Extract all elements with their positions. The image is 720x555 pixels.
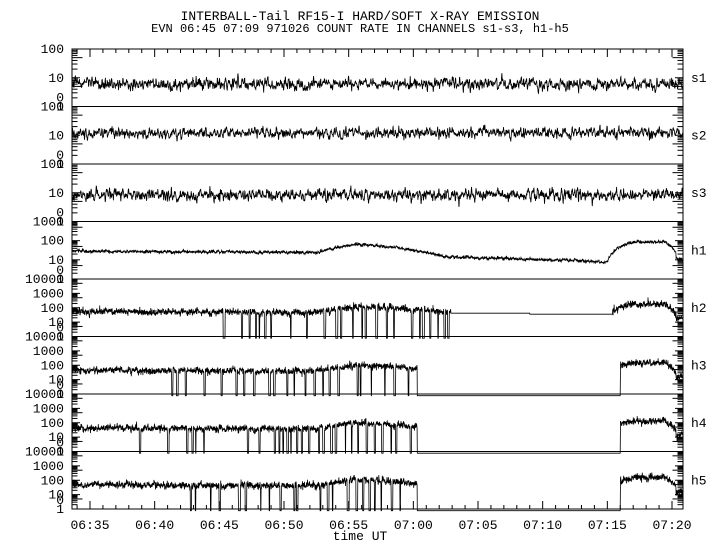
svg-text:h1: h1 — [691, 243, 707, 258]
svg-text:100: 100 — [41, 100, 64, 115]
svg-text:10000: 10000 — [25, 330, 64, 345]
svg-text:1000: 1000 — [33, 286, 64, 301]
svg-text:h5: h5 — [691, 473, 707, 488]
svg-text:10000: 10000 — [25, 387, 64, 402]
svg-text:10000: 10000 — [25, 272, 64, 287]
svg-text:s1: s1 — [691, 71, 707, 86]
svg-text:10: 10 — [48, 186, 64, 201]
svg-text:s2: s2 — [691, 128, 707, 143]
svg-text:100: 100 — [41, 157, 64, 172]
svg-text:100: 100 — [41, 301, 64, 316]
svg-text:h2: h2 — [691, 301, 707, 316]
svg-text:1000: 1000 — [33, 401, 64, 416]
svg-text:s3: s3 — [691, 186, 707, 201]
svg-text:h3: h3 — [691, 358, 707, 373]
svg-text:10: 10 — [48, 128, 64, 143]
svg-text:10000: 10000 — [25, 445, 64, 460]
svg-text:100: 100 — [41, 234, 64, 249]
svg-text:100: 100 — [41, 416, 64, 431]
svg-text:100: 100 — [41, 358, 64, 373]
svg-text:1000: 1000 — [33, 344, 64, 359]
svg-text:1000: 1000 — [33, 459, 64, 474]
svg-text:100: 100 — [41, 42, 64, 57]
svg-text:h4: h4 — [691, 416, 707, 431]
svg-text:10: 10 — [48, 71, 64, 86]
svg-text:100: 100 — [41, 473, 64, 488]
svg-text:0: 0 — [56, 493, 64, 508]
svg-text:1000: 1000 — [33, 215, 64, 230]
